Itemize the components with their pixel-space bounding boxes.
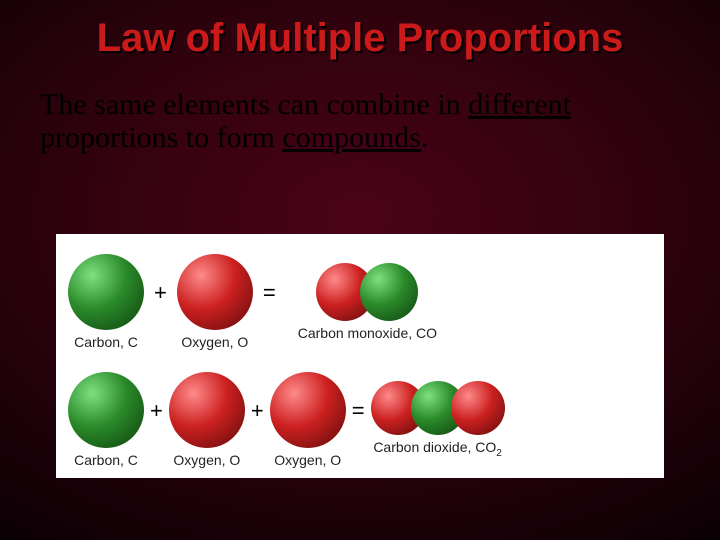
- body-underline-2: compounds: [282, 121, 420, 154]
- equation-row-2: Carbon, C + Oxygen, O + Oxygen, O =: [56, 362, 664, 478]
- body-paragraph: The same elements can combine in differe…: [40, 88, 680, 154]
- oxygen-label-1: Oxygen, O: [181, 334, 248, 350]
- oxygen-atom-2b: Oxygen, O: [270, 372, 346, 468]
- carbon-label-2: Carbon, C: [74, 452, 138, 468]
- oxygen-label-2a: Oxygen, O: [173, 452, 240, 468]
- co-molecule-icon: [316, 263, 418, 321]
- co2-label-text: Carbon dioxide, CO: [373, 439, 496, 455]
- oxygen-sphere-icon: [169, 372, 245, 448]
- co2-label-sub: 2: [496, 448, 502, 459]
- oxygen-atom-1: Oxygen, O: [177, 254, 253, 350]
- co-molecule: Carbon monoxide, CO: [298, 263, 437, 341]
- slide-title: Law of Multiple Proportions: [0, 16, 720, 61]
- body-mid: proportions to form: [40, 121, 282, 154]
- co2-oxygen-sphere-icon: [451, 381, 505, 435]
- plus-op-1: +: [154, 280, 167, 306]
- body-pre: The same elements can combine in: [40, 88, 468, 121]
- co2-label: Carbon dioxide, CO2: [373, 439, 502, 459]
- carbon-label-1: Carbon, C: [74, 334, 138, 350]
- co2-molecule-icon: [371, 381, 505, 435]
- slide: Law of Multiple Proportions The same ele…: [0, 0, 720, 540]
- co-carbon-sphere-icon: [360, 263, 418, 321]
- body-underline-1: different: [468, 88, 571, 121]
- carbon-atom-1: Carbon, C: [68, 254, 144, 350]
- co2-molecule: Carbon dioxide, CO2: [371, 381, 505, 459]
- co-label: Carbon monoxide, CO: [298, 325, 437, 341]
- equals-op-2: =: [352, 398, 365, 424]
- oxygen-sphere-icon: [270, 372, 346, 448]
- carbon-sphere-icon: [68, 372, 144, 448]
- plus-op-3: +: [251, 398, 264, 424]
- equation-row-1: Carbon, C + Oxygen, O = Carbon monoxide,…: [56, 234, 664, 362]
- body-post: .: [421, 121, 429, 154]
- diagram-panel: Carbon, C + Oxygen, O = Carbon monoxide,…: [56, 234, 664, 478]
- oxygen-sphere-icon: [177, 254, 253, 330]
- carbon-atom-2: Carbon, C: [68, 372, 144, 468]
- oxygen-label-2b: Oxygen, O: [274, 452, 341, 468]
- equals-op-1: =: [263, 280, 276, 306]
- carbon-sphere-icon: [68, 254, 144, 330]
- plus-op-2: +: [150, 398, 163, 424]
- oxygen-atom-2a: Oxygen, O: [169, 372, 245, 468]
